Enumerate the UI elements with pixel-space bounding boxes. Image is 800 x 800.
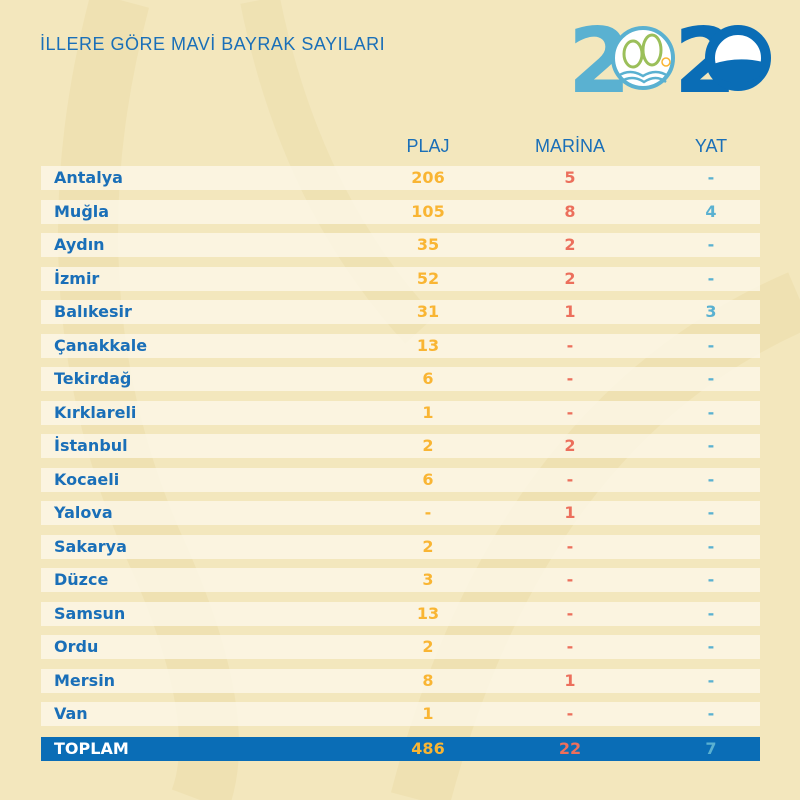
province-name: Mersin — [54, 670, 116, 690]
province-name: Çanakkale — [54, 335, 148, 355]
province-name: Kocaeli — [54, 469, 120, 489]
plaj-count: 6 — [422, 369, 434, 388]
plaj-count: 13 — [416, 603, 440, 623]
plaj-count: 8 — [422, 670, 434, 690]
plaj-count: 1 — [422, 704, 434, 723]
plaj-count: 206 — [411, 168, 445, 187]
table-row: Balıkesir 31 1 3 — [41, 300, 760, 324]
marina-count: - — [566, 536, 574, 556]
marina-count: - — [566, 402, 574, 422]
yat-count: - — [707, 335, 715, 355]
table-row: Mersin 8 1 - — [41, 668, 760, 693]
province-name: Tekirdağ — [54, 369, 132, 388]
marina-count: - — [566, 369, 574, 388]
yat-count: - — [707, 503, 715, 522]
marina-count: - — [566, 704, 574, 723]
table-row: Düzce 3 - - — [41, 568, 760, 592]
total-yat: 7 — [705, 739, 717, 758]
marina-count: 1 — [564, 503, 576, 522]
province-name: Balıkesir — [54, 302, 132, 321]
yat-count: - — [707, 603, 715, 623]
province-name: Ordu — [54, 637, 99, 656]
table-row: Ordu 2 - - — [41, 635, 760, 659]
plaj-count: 6 — [422, 469, 434, 489]
table-row: Kocaeli 6 - - — [41, 467, 760, 492]
table-row: Tekirdağ 6 - - — [41, 367, 760, 391]
table-row: İstanbul 2 2 - — [41, 434, 760, 458]
plaj-count: 13 — [416, 335, 440, 355]
province-name: İzmir — [54, 268, 100, 288]
yat-count: - — [707, 637, 715, 656]
table-row: Yalova - 1 - — [41, 501, 760, 525]
table-row: Çanakkale 13 - - — [41, 333, 760, 358]
marina-count: - — [566, 637, 574, 656]
table-row: Samsun 13 - - — [41, 601, 760, 626]
province-name: Antalya — [54, 168, 123, 187]
blue-flag-2020-logo: 2 2 — [568, 14, 771, 104]
column-header-plaj: PLAJ — [406, 136, 450, 156]
plaj-count: 3 — [422, 570, 434, 589]
province-name: Samsun — [54, 603, 126, 623]
marina-count: - — [566, 570, 574, 589]
yat-count: - — [707, 670, 715, 690]
marina-count: 2 — [564, 436, 576, 455]
marina-count: 5 — [564, 168, 576, 187]
yat-count: - — [707, 436, 715, 455]
marina-count: - — [566, 603, 574, 623]
marina-count: 2 — [564, 235, 576, 254]
marina-count: 1 — [564, 670, 576, 690]
province-name: Aydın — [54, 235, 105, 254]
yat-count: - — [707, 402, 715, 422]
plaj-count: 2 — [422, 436, 434, 455]
yat-count: - — [707, 469, 715, 489]
yat-count: - — [707, 168, 715, 187]
total-plaj: 486 — [411, 739, 445, 758]
yat-count: - — [707, 268, 715, 288]
marina-count: - — [566, 469, 574, 489]
table-row: İzmir 52 2 - — [41, 266, 760, 291]
plaj-count: 35 — [416, 235, 440, 254]
total-label: TOPLAM — [54, 739, 129, 758]
province-name: Düzce — [54, 570, 109, 589]
table-row: Aydın 35 2 - — [41, 233, 760, 257]
yat-count: - — [707, 369, 715, 388]
table-row: Muğla 105 8 4 — [41, 199, 760, 224]
plaj-count: 2 — [422, 637, 434, 656]
yat-count: - — [707, 536, 715, 556]
column-header-marina: MARİNA — [534, 136, 605, 156]
plaj-count: 31 — [416, 302, 440, 321]
yat-count: - — [707, 704, 715, 723]
page-title: İLLERE GÖRE MAVİ BAYRAK SAYILARI — [40, 34, 386, 54]
plaj-count: 2 — [422, 536, 434, 556]
yat-count: 4 — [705, 201, 717, 221]
province-name: İstanbul — [54, 436, 128, 455]
province-name: Van — [54, 704, 88, 723]
yat-count: 3 — [705, 302, 717, 321]
province-name: Sakarya — [54, 536, 127, 556]
marina-count: 1 — [564, 302, 576, 321]
province-name: Yalova — [54, 503, 113, 522]
table-row: Kırklareli 1 - - — [41, 400, 760, 425]
total-marina: 22 — [558, 739, 582, 758]
yat-count: - — [707, 570, 715, 589]
yat-count: - — [707, 235, 715, 254]
table-row: Antalya 206 5 - — [41, 166, 760, 190]
table-row: Van 1 - - — [41, 702, 760, 726]
total-row: TOPLAM 486 22 7 — [41, 737, 760, 761]
marina-count: - — [566, 335, 574, 355]
province-name: Kırklareli — [54, 402, 137, 422]
plaj-count: 1 — [422, 402, 434, 422]
table-row: Sakarya 2 - - — [41, 534, 760, 559]
plaj-count: - — [424, 503, 432, 522]
column-header-yat: YAT — [694, 136, 728, 156]
plaj-count: 52 — [416, 268, 440, 288]
marina-count: 2 — [564, 268, 576, 288]
plaj-count: 105 — [411, 201, 445, 221]
province-name: Muğla — [54, 201, 110, 221]
marina-count: 8 — [564, 201, 576, 221]
